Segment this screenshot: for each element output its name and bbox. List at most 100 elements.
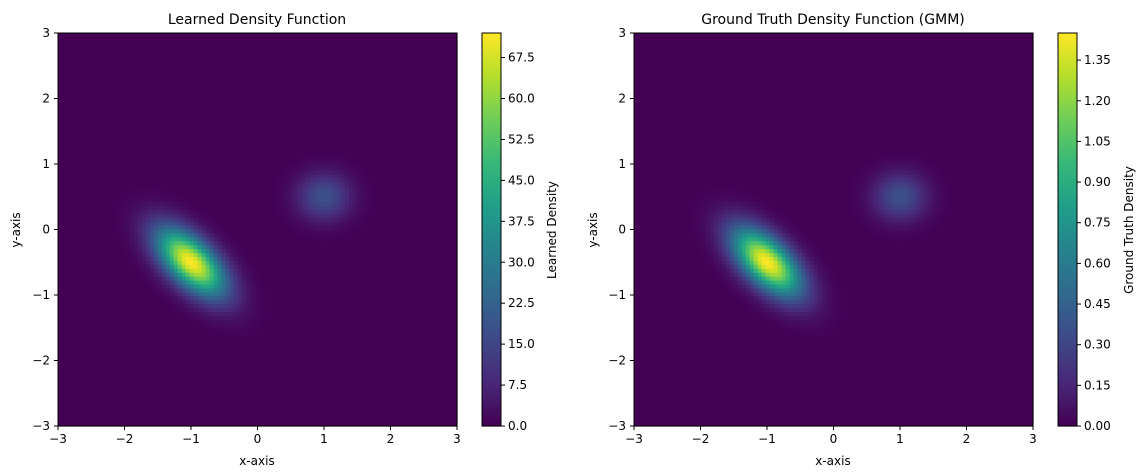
density-cell [190, 135, 195, 140]
density-cell [146, 340, 151, 345]
density-cell [138, 151, 143, 156]
density-cell [222, 80, 227, 85]
density-cell [74, 292, 79, 297]
density-cell [218, 269, 223, 274]
density-cell [122, 143, 127, 148]
density-cell [166, 112, 171, 117]
density-cell [74, 108, 79, 113]
density-cell [78, 355, 83, 360]
density-cell [114, 108, 119, 113]
density-cell [122, 249, 127, 254]
density-cell [198, 178, 203, 183]
density-cell [134, 159, 139, 164]
density-cell [162, 116, 167, 121]
density-cell [82, 371, 87, 376]
density-cell [90, 96, 95, 101]
density-cell [254, 304, 259, 309]
density-cell [134, 316, 139, 321]
density-cell [194, 64, 199, 69]
density-cell [186, 273, 191, 278]
density-cell [58, 214, 63, 219]
density-cell [86, 119, 91, 124]
density-cell [214, 194, 219, 199]
density-cell [98, 33, 103, 38]
density-cell [250, 402, 255, 407]
density-cell [162, 347, 167, 352]
density-cell [166, 76, 171, 81]
density-cell [106, 167, 111, 172]
density-cell [206, 328, 211, 333]
density-cell [134, 116, 139, 121]
density-cell [138, 249, 143, 254]
density-cell [190, 206, 195, 211]
density-cell [74, 151, 79, 156]
density-cell [86, 167, 91, 172]
density-cell [58, 273, 63, 278]
density-cell [74, 387, 79, 392]
density-cell [158, 304, 163, 309]
density-cell [82, 261, 87, 266]
density-cell [246, 214, 251, 219]
density-cell [126, 53, 131, 58]
density-cell [154, 178, 159, 183]
density-cell [158, 249, 163, 254]
density-cell [190, 328, 195, 333]
density-cell [138, 112, 143, 117]
density-cell [210, 340, 215, 345]
density-cell [82, 139, 87, 144]
density-cell [182, 241, 187, 246]
density-cell [230, 237, 235, 242]
density-cell [238, 320, 243, 325]
density-cell [122, 402, 127, 407]
density-cell [74, 359, 79, 364]
density-cell [230, 312, 235, 317]
density-cell [218, 80, 223, 85]
density-cell [158, 414, 163, 419]
density-cell [198, 139, 203, 144]
density-cell [154, 190, 159, 195]
density-cell [134, 112, 139, 117]
density-cell [78, 269, 83, 274]
density-cell [210, 375, 215, 380]
density-cell [218, 359, 223, 364]
density-cell [62, 261, 67, 266]
density-cell [70, 308, 75, 313]
density-cell [58, 147, 63, 152]
density-cell [222, 119, 227, 124]
density-cell [66, 233, 71, 238]
density-cell [134, 332, 139, 337]
density-cell [218, 398, 223, 403]
density-cell [226, 285, 231, 290]
density-cell [138, 383, 143, 388]
density-cell [70, 143, 75, 148]
density-cell [250, 210, 255, 215]
density-cell [238, 233, 243, 238]
density-cell [142, 143, 147, 148]
density-cell [150, 383, 155, 388]
density-cell [190, 288, 195, 293]
density-cell [106, 214, 111, 219]
density-cell [198, 194, 203, 199]
density-cell [166, 406, 171, 411]
density-cell [178, 410, 183, 415]
density-cell [98, 206, 103, 211]
density-cell [250, 218, 255, 223]
density-cell [138, 347, 143, 352]
density-cell [74, 285, 79, 290]
density-cell [202, 202, 207, 207]
density-cell [178, 343, 183, 348]
density-cell [170, 182, 175, 187]
density-cell [106, 57, 111, 62]
density-cell [234, 292, 239, 297]
density-cell [70, 226, 75, 231]
density-cell [118, 84, 123, 89]
density-cell [58, 269, 63, 274]
density-cell [202, 355, 207, 360]
density-cell [118, 171, 123, 176]
density-cell [226, 245, 231, 250]
density-cell [62, 49, 67, 54]
density-cell [114, 61, 119, 66]
density-cell [122, 277, 127, 282]
density-cell [170, 288, 175, 293]
density-cell [66, 182, 71, 187]
